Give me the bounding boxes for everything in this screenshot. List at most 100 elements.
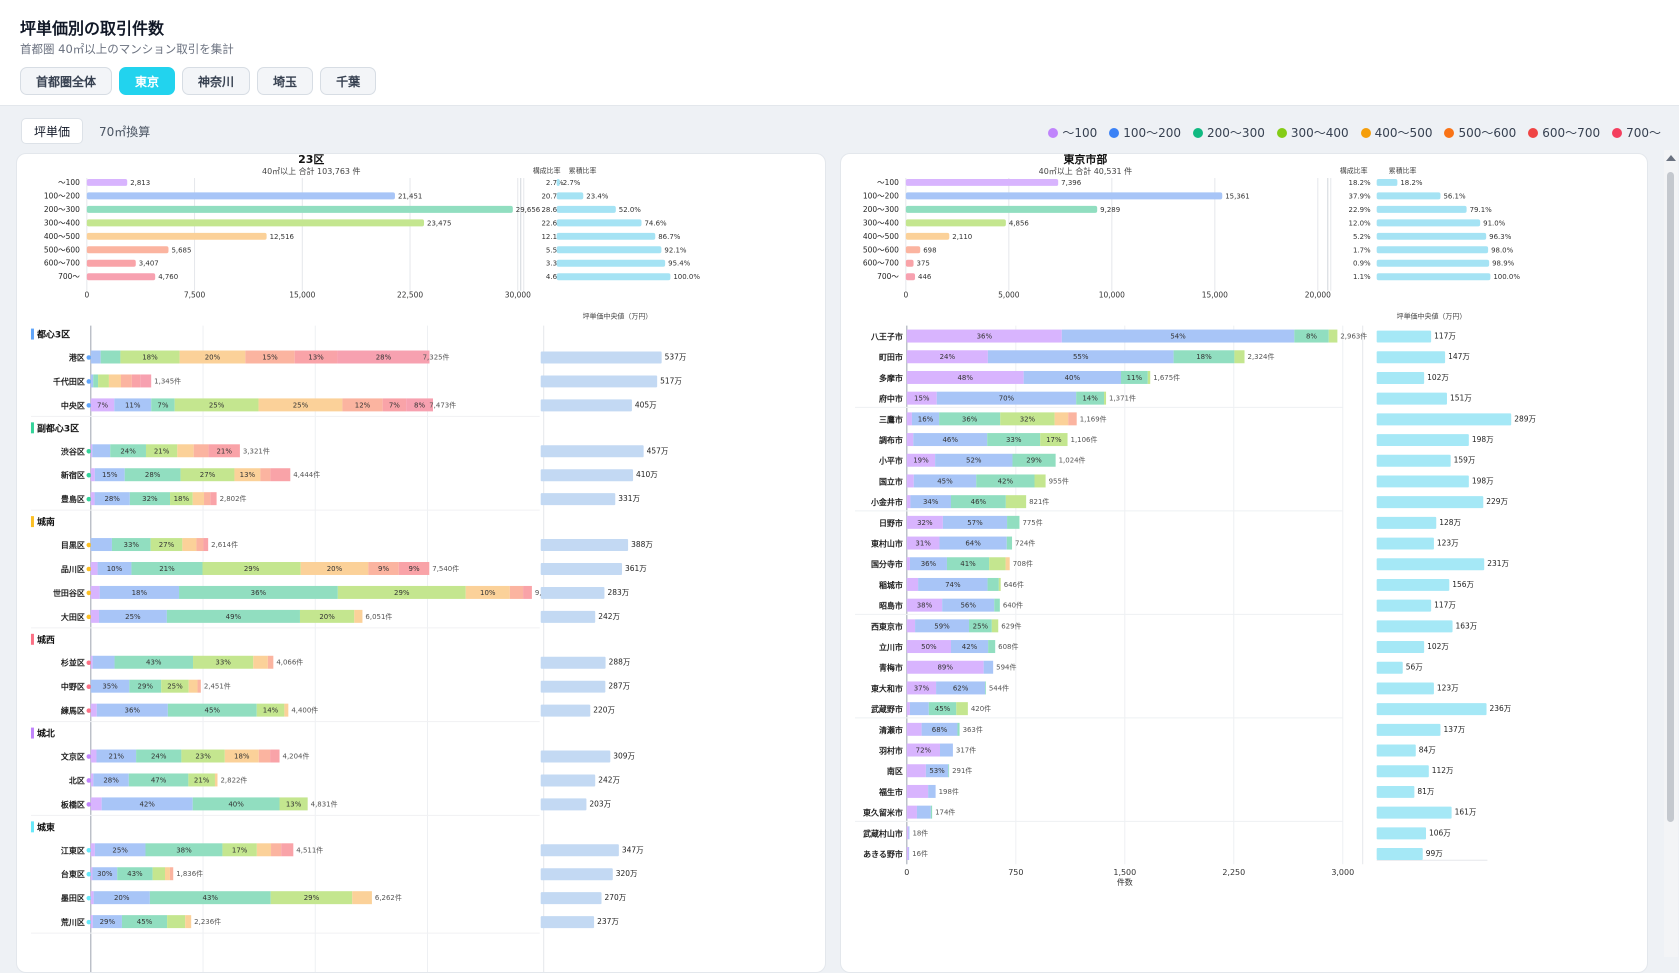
row-total-label: 640件: [1003, 601, 1023, 610]
row-group-dot-icon: [86, 754, 92, 759]
median-bar: [1376, 785, 1415, 798]
segment-label: 29%: [100, 918, 116, 926]
stack-segment: [90, 797, 102, 811]
summary-bar: [905, 259, 914, 267]
row-total-label: 646件: [1004, 580, 1024, 589]
stack-segment: [90, 538, 112, 552]
row-label: 東大和市: [871, 683, 903, 693]
scrollbar-thumb[interactable]: [1667, 172, 1674, 822]
stack-segment: [93, 891, 150, 905]
stack-segment: [1006, 536, 1013, 550]
median-label: 457万: [647, 446, 669, 455]
stack-segment: [382, 398, 407, 412]
median-bar: [1376, 827, 1427, 840]
stack-segment: [1005, 495, 1027, 509]
stack-segment: [98, 374, 109, 388]
row-total-label: 3,321件: [243, 446, 270, 455]
legend-item[interactable]: 700〜: [1612, 124, 1661, 141]
ratio-label: 20.7%: [542, 192, 565, 200]
segment-label: 23%: [195, 753, 211, 761]
segment-label: 10%: [107, 565, 123, 573]
page-title: 坪単価別の取引件数: [20, 19, 165, 38]
segment-label: 18%: [234, 753, 250, 761]
tab-kanagawa[interactable]: 神奈川: [182, 67, 251, 95]
tab-tokyo[interactable]: 東京: [119, 67, 176, 95]
stack-segment: [90, 398, 115, 412]
summary-category-label: 700〜: [58, 272, 80, 281]
stack-segment: [170, 492, 193, 506]
mode-tsubo-price[interactable]: 坪単価: [21, 118, 84, 144]
stack-segment: [342, 398, 383, 412]
row-group-dot-icon: [86, 895, 92, 901]
scroll-up-arrow-icon[interactable]: [1666, 155, 1676, 161]
tab-saitama[interactable]: 埼玉: [257, 67, 314, 95]
stack-segment: [208, 444, 240, 458]
summary-value-label: 21,451: [398, 192, 422, 200]
median-bar: [540, 493, 616, 506]
mode-70sqm[interactable]: 70㎡換算: [99, 124, 151, 139]
stack-segment: [188, 773, 215, 787]
ratio-label: 5.2%: [1353, 233, 1371, 241]
group-label: 城西: [37, 634, 55, 646]
legend-item[interactable]: 500〜600: [1444, 124, 1516, 141]
legend-item[interactable]: 400〜500: [1360, 124, 1432, 141]
segment-label: 68%: [932, 726, 948, 734]
median-label: 236万: [1490, 704, 1512, 713]
median-bar: [1376, 848, 1423, 861]
row-total-label: 544件: [989, 683, 1009, 692]
summary-value-label: 15,361: [1225, 192, 1249, 200]
row-total-label: 1,675件: [1153, 373, 1180, 382]
summary-category-label: 〜100: [877, 178, 899, 187]
summary-bar: [905, 273, 916, 281]
stack-segment: [92, 444, 111, 458]
row-group-dot-icon: [86, 778, 92, 783]
legend-item[interactable]: 〜100: [1048, 124, 1097, 141]
ratio-label: 0.9%: [1353, 260, 1371, 268]
stack-segment: [179, 350, 246, 364]
segment-label: 48%: [957, 374, 973, 382]
row-label: 大田区: [61, 612, 85, 622]
median-label: 137万: [1443, 725, 1465, 734]
tab-chiba[interactable]: 千葉: [320, 67, 377, 95]
legend: 〜100 100〜200 200〜300 300〜400 400〜500 500〜600 6…: [1048, 124, 1661, 141]
median-label: 102万: [1427, 642, 1449, 651]
median-bar: [540, 774, 596, 787]
stack-segment: [1076, 391, 1105, 405]
row-total-label: 4,444件: [293, 470, 320, 479]
stack-segment: [94, 492, 130, 506]
stack-segment: [989, 557, 1006, 571]
cum-bar: [556, 178, 560, 186]
segment-label: 33%: [124, 541, 140, 549]
legend-item[interactable]: 200〜300: [1193, 124, 1265, 141]
stack-segment: [906, 370, 1024, 384]
stack-segment: [169, 867, 174, 881]
summary-xtick: 7,500: [184, 291, 206, 300]
ratio-header: 構成比率: [533, 166, 561, 175]
row-total-label: 4,831件: [311, 799, 338, 808]
stack-segment: [1023, 370, 1122, 384]
median-bar: [1376, 661, 1403, 674]
stack-segment: [942, 598, 995, 612]
summary-bar: [905, 219, 1006, 227]
scrollbar[interactable]: [1664, 150, 1678, 957]
legend-item[interactable]: 300〜400: [1276, 124, 1349, 141]
tab-shutoken[interactable]: 首都圏全体: [20, 67, 113, 95]
row-group-dot-icon: [86, 871, 92, 877]
legend-item[interactable]: 100〜200: [1109, 124, 1181, 141]
stack-segment: [906, 598, 943, 612]
legend-item[interactable]: 600〜700: [1528, 124, 1600, 141]
cum-bar: [1376, 259, 1490, 267]
summary-bar: [86, 246, 169, 254]
row-total-label: 2,324件: [1248, 352, 1275, 361]
segment-label: 70%: [999, 395, 1015, 403]
segment-label: 10%: [480, 589, 496, 597]
median-bar: [1376, 537, 1434, 550]
ratio-label: 1.7%: [1353, 246, 1371, 254]
row-label: 杉並区: [61, 658, 85, 668]
median-bar: [1376, 351, 1446, 364]
summary-value-label: 446: [918, 273, 931, 281]
stack-segment: [951, 640, 989, 654]
summary-category-label: 300〜400: [44, 218, 80, 227]
mode-toggle: 坪単価 70㎡換算: [21, 118, 162, 144]
